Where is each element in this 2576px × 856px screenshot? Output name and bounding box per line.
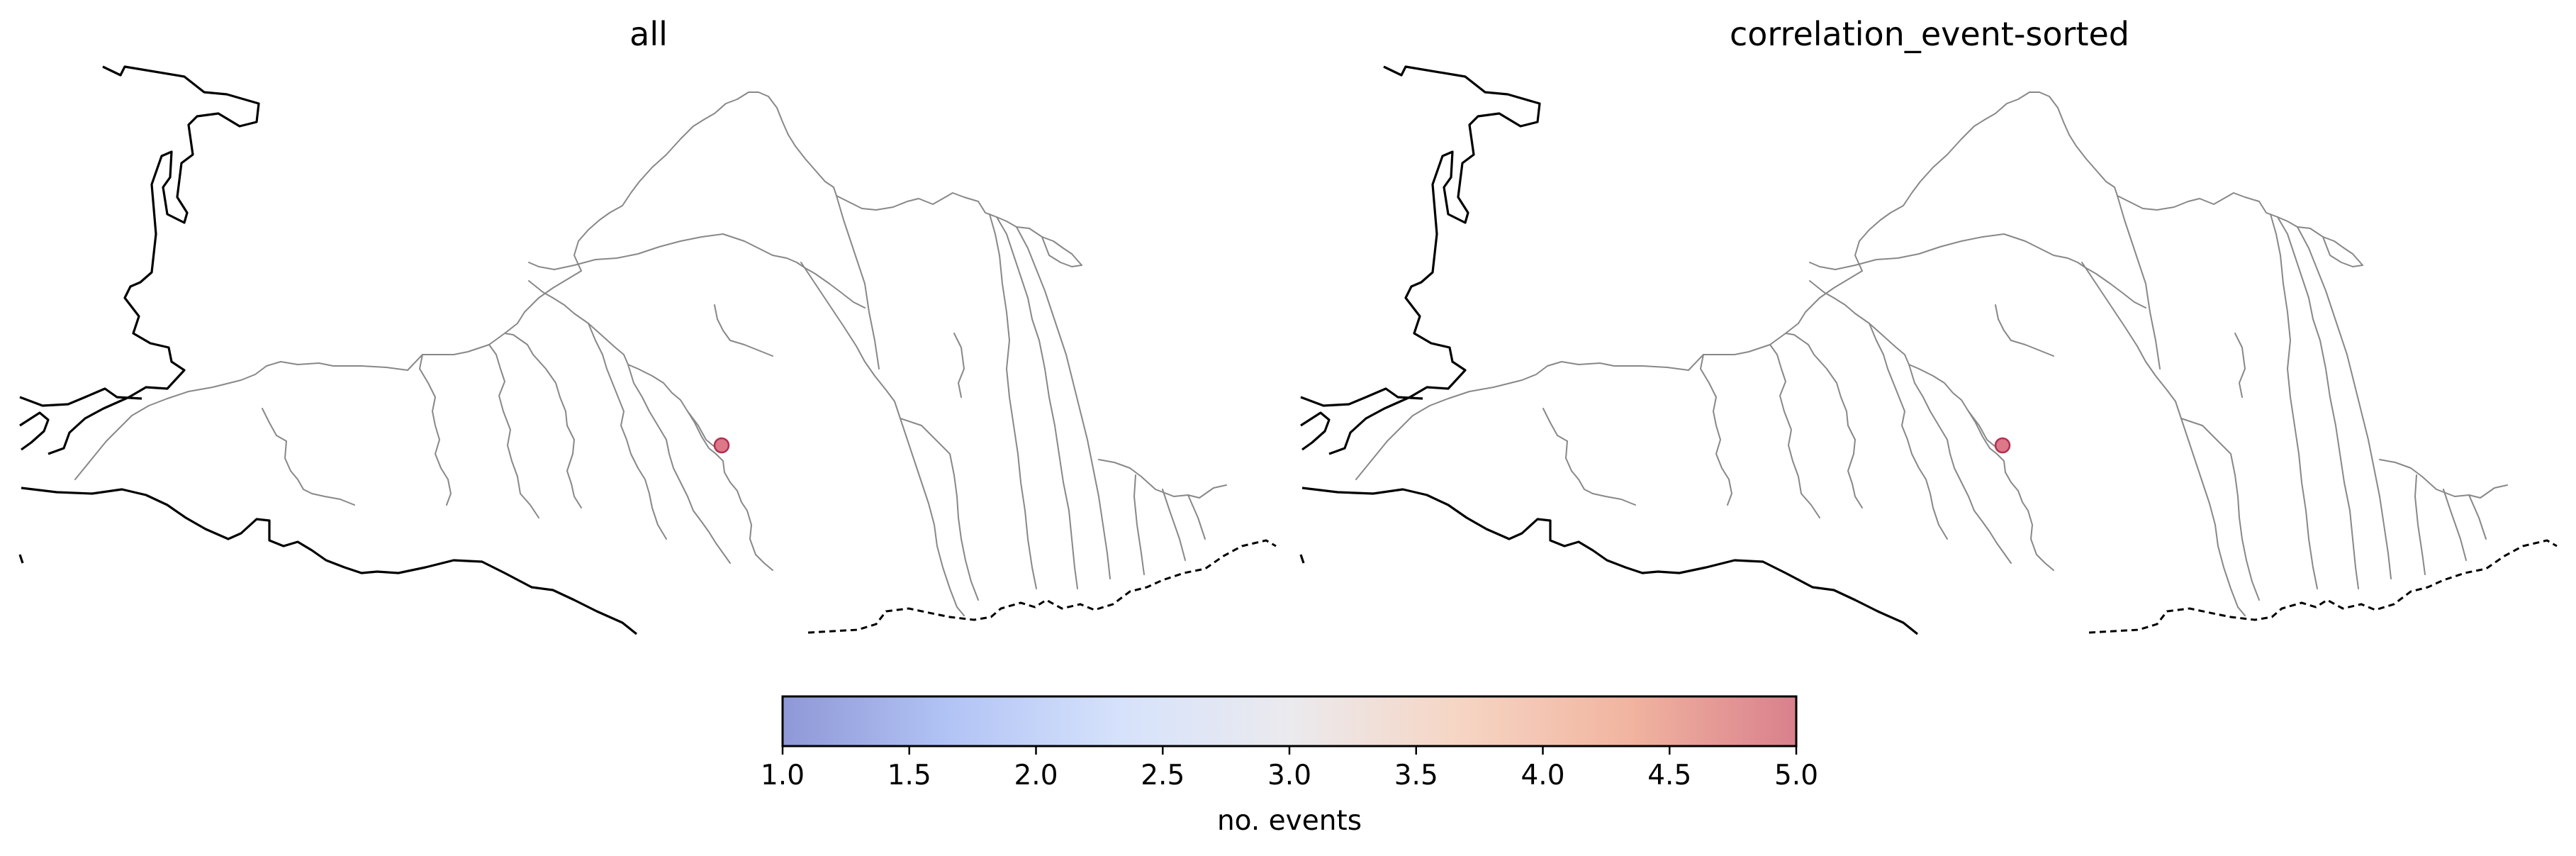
map-panel-all: all (18, 15, 1277, 635)
colorbar-tick-label: 3.5 (1394, 760, 1438, 791)
colorbar-label: no. events (1217, 805, 1362, 837)
panel-title: all (629, 15, 668, 53)
map-geometry (1299, 65, 2558, 635)
colorbar-gradient (781, 695, 1798, 747)
colorbar-tick-label: 5.0 (1774, 760, 1818, 791)
colorbar-tick-label: 1.5 (887, 760, 931, 791)
colorbar-tick-label: 4.0 (1521, 760, 1564, 791)
colorbar-tick-label: 1.0 (761, 760, 805, 791)
station-marker[interactable] (713, 437, 730, 454)
colorbar-tick-label: 4.5 (1647, 760, 1691, 791)
colorbar-tick-label: 3.0 (1267, 760, 1311, 791)
colorbar-tick-label: 2.0 (1014, 760, 1058, 791)
map-geometry (18, 65, 1277, 635)
panel-title: correlation_event-sorted (1730, 15, 2129, 53)
station-marker[interactable] (1994, 437, 2011, 454)
colorbar-ticks: 1.0 1.5 2.0 2.5 3.0 3.5 4.0 4.5 5.0 (761, 746, 1818, 791)
colorbar: 1.0 1.5 2.0 2.5 3.0 3.5 4.0 4.5 5.0 no. events (761, 695, 1818, 837)
colorbar-tick-label: 2.5 (1141, 760, 1185, 791)
map-panel-correlation-event-sorted: correlation_event-sorted (1299, 15, 2558, 635)
